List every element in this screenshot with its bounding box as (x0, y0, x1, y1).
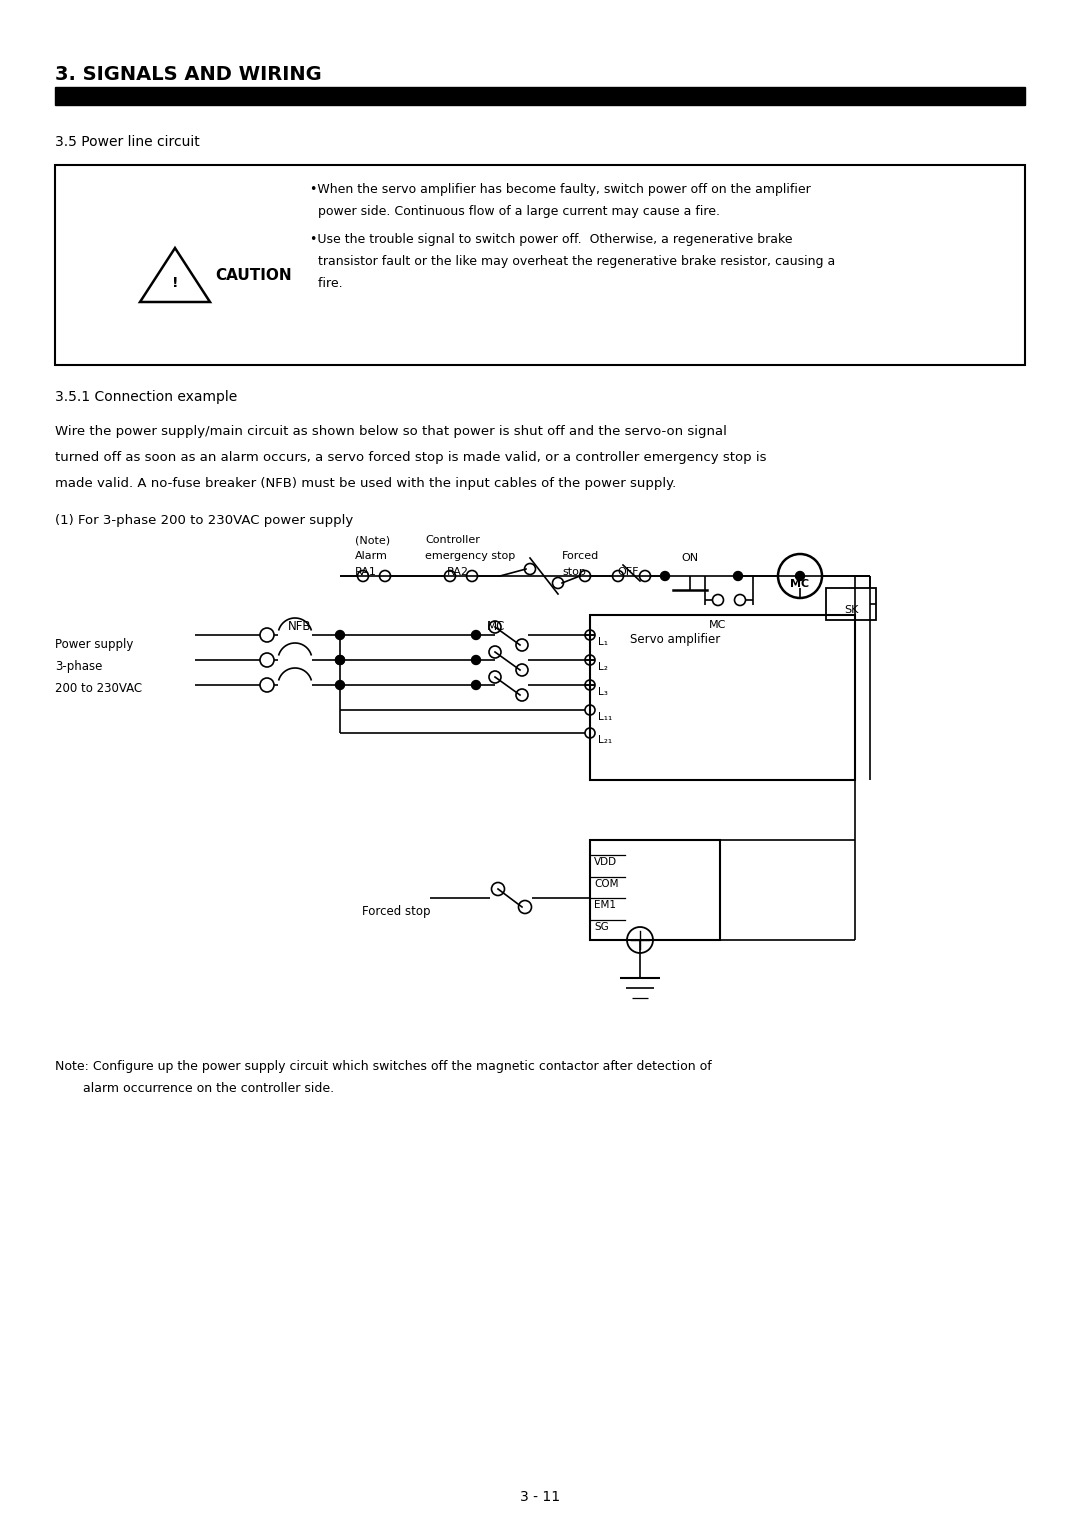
Text: power side. Continuous flow of a large current may cause a fire.: power side. Continuous flow of a large c… (310, 205, 720, 219)
Text: fire.: fire. (310, 277, 342, 290)
Text: COM: COM (594, 879, 619, 889)
Text: MC: MC (791, 579, 810, 588)
Circle shape (661, 571, 670, 581)
Circle shape (472, 631, 481, 640)
Text: Controller: Controller (426, 535, 480, 545)
Text: Servo amplifier: Servo amplifier (630, 633, 720, 646)
Text: MC: MC (708, 620, 727, 630)
Bar (55, 87, 1025, 105)
Text: •Use the trouble signal to switch power off.  Otherwise, a regenerative brake: •Use the trouble signal to switch power … (310, 232, 793, 246)
Text: Alarm: Alarm (355, 552, 388, 561)
Text: MC: MC (487, 620, 505, 633)
Circle shape (336, 656, 345, 665)
Bar (55, 165, 1025, 365)
Text: 3-phase: 3-phase (55, 660, 103, 672)
Text: Note: Configure up the power supply circuit which switches off the magnetic cont: Note: Configure up the power supply circ… (55, 1060, 712, 1073)
Text: L₂: L₂ (598, 662, 608, 672)
Text: stop: stop (562, 567, 585, 578)
Text: VDD: VDD (594, 857, 617, 866)
Text: 3.5.1 Connection example: 3.5.1 Connection example (55, 390, 238, 403)
Text: 3 - 11: 3 - 11 (519, 1490, 561, 1504)
Text: •When the servo amplifier has become faulty, switch power off on the amplifier: •When the servo amplifier has become fau… (310, 183, 811, 196)
Circle shape (472, 680, 481, 689)
Circle shape (336, 631, 345, 640)
Text: CAUTION: CAUTION (215, 267, 292, 283)
Text: transistor fault or the like may overheat the regenerative brake resistor, causi: transistor fault or the like may overhea… (310, 255, 835, 267)
Text: RA1: RA1 (355, 567, 377, 578)
Text: L₂₁: L₂₁ (598, 735, 612, 746)
Text: alarm occurrence on the controller side.: alarm occurrence on the controller side. (55, 1082, 334, 1096)
Bar (826, 588, 876, 620)
Text: RA2: RA2 (447, 567, 469, 578)
Text: Wire the power supply/main circuit as shown below so that power is shut off and : Wire the power supply/main circuit as sh… (55, 425, 727, 439)
Text: SG: SG (594, 921, 609, 932)
Text: (Note): (Note) (355, 535, 390, 545)
Text: OFF: OFF (617, 567, 638, 578)
Text: !: ! (172, 277, 178, 290)
Text: L₁: L₁ (598, 637, 608, 646)
Text: SK: SK (843, 605, 859, 614)
Circle shape (336, 656, 345, 665)
Text: EM1: EM1 (594, 900, 616, 911)
Text: Forced stop: Forced stop (362, 905, 430, 918)
Text: 3.5 Power line circuit: 3.5 Power line circuit (55, 134, 200, 150)
Text: ON: ON (681, 553, 699, 562)
Circle shape (336, 680, 345, 689)
Circle shape (796, 571, 805, 581)
Bar (590, 614, 855, 779)
Text: Forced: Forced (562, 552, 599, 561)
Circle shape (733, 571, 743, 581)
Text: NFB: NFB (288, 620, 311, 633)
Text: L₁₁: L₁₁ (598, 712, 612, 723)
Text: made valid. A no-fuse breaker (NFB) must be used with the input cables of the po: made valid. A no-fuse breaker (NFB) must… (55, 477, 676, 490)
Text: 3. SIGNALS AND WIRING: 3. SIGNALS AND WIRING (55, 66, 322, 84)
Text: Power supply: Power supply (55, 639, 133, 651)
Text: emergency stop: emergency stop (426, 552, 515, 561)
Text: turned off as soon as an alarm occurs, a servo forced stop is made valid, or a c: turned off as soon as an alarm occurs, a… (55, 451, 767, 465)
Text: 200 to 230VAC: 200 to 230VAC (55, 681, 143, 695)
Text: (1) For 3-phase 200 to 230VAC power supply: (1) For 3-phase 200 to 230VAC power supp… (55, 513, 353, 527)
Text: L₃: L₃ (598, 688, 608, 697)
Circle shape (472, 656, 481, 665)
Bar (590, 840, 720, 940)
